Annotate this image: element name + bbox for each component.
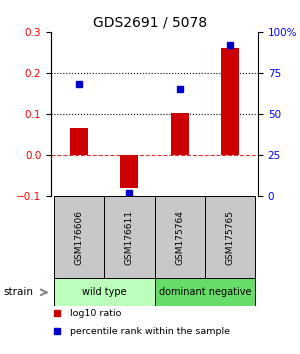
Bar xyxy=(120,155,138,188)
Text: wild type: wild type xyxy=(82,287,126,297)
Text: GSM176611: GSM176611 xyxy=(125,210,134,265)
Text: dominant negative: dominant negative xyxy=(159,287,251,297)
Bar xyxy=(154,278,256,307)
Bar xyxy=(53,278,154,307)
Bar xyxy=(205,196,256,278)
Text: GSM176606: GSM176606 xyxy=(74,210,83,265)
Bar xyxy=(104,196,154,278)
Bar xyxy=(171,113,189,155)
Bar xyxy=(154,196,205,278)
Text: percentile rank within the sample: percentile rank within the sample xyxy=(70,327,230,336)
Bar xyxy=(221,48,239,155)
Text: GSM175765: GSM175765 xyxy=(226,210,235,265)
Bar xyxy=(53,196,104,278)
Text: log10 ratio: log10 ratio xyxy=(70,309,121,318)
Bar xyxy=(70,129,88,155)
Text: GSM175764: GSM175764 xyxy=(175,210,184,265)
Text: strain: strain xyxy=(3,287,33,297)
Text: GDS2691 / 5078: GDS2691 / 5078 xyxy=(93,16,207,30)
